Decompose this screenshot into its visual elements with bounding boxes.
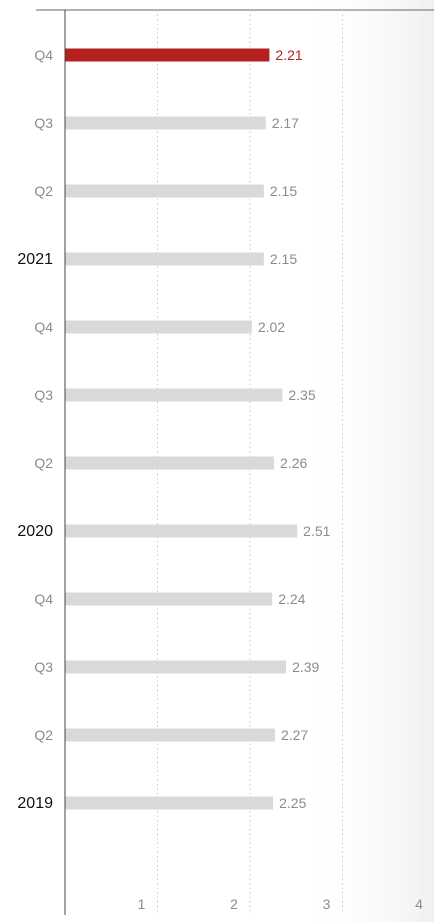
value-label: 2.26	[280, 455, 307, 471]
bar	[65, 184, 264, 198]
value-label: 2.15	[270, 183, 297, 199]
value-label: 2.17	[272, 115, 299, 131]
value-label: 2.21	[275, 47, 302, 63]
value-label: 2.51	[303, 523, 330, 539]
bar	[65, 320, 252, 334]
bar	[65, 728, 275, 742]
bar	[65, 388, 283, 402]
bar	[65, 660, 287, 674]
category-label: Q2	[34, 727, 53, 743]
bar	[65, 456, 275, 470]
x-tick-label: 3	[323, 896, 331, 912]
category-label-year: 2020	[17, 523, 53, 540]
bar	[65, 116, 266, 130]
category-labels: Q4 Q3 Q2 2021 Q4 Q3 Q2 2020 Q4 Q3 Q2 2019	[17, 47, 53, 812]
value-labels: 2.21 2.17 2.15 2.15 2.02 2.35 2.26 2.51 2.24 2.39…	[258, 47, 331, 811]
bar	[65, 524, 298, 538]
value-label: 2.27	[281, 727, 308, 743]
category-label: Q2	[34, 455, 53, 471]
value-label: 2.39	[292, 659, 319, 675]
category-label-year: 2021	[17, 251, 53, 268]
background-fade	[300, 0, 434, 922]
bar	[65, 252, 264, 266]
category-label: Q4	[34, 319, 53, 335]
category-label: Q3	[34, 387, 53, 403]
x-tick-label: 2	[230, 896, 238, 912]
category-label: Q2	[34, 183, 53, 199]
category-label: Q3	[34, 659, 53, 675]
x-tick-label: 1	[138, 896, 146, 912]
category-label-year: 2019	[17, 795, 53, 812]
x-axis-ticks: 1 2 3 4	[138, 896, 424, 912]
bar	[65, 796, 274, 810]
value-label: 2.02	[258, 319, 285, 335]
bar-highlighted	[65, 48, 270, 62]
category-label: Q4	[34, 591, 53, 607]
value-label: 2.24	[278, 591, 305, 607]
x-tick-label: 4	[415, 896, 423, 912]
value-label: 2.25	[279, 795, 306, 811]
category-label: Q3	[34, 115, 53, 131]
category-label: Q4	[34, 47, 53, 63]
bars	[65, 48, 298, 810]
value-label: 2.15	[270, 251, 297, 267]
bar	[65, 592, 273, 606]
value-label: 2.35	[288, 387, 315, 403]
